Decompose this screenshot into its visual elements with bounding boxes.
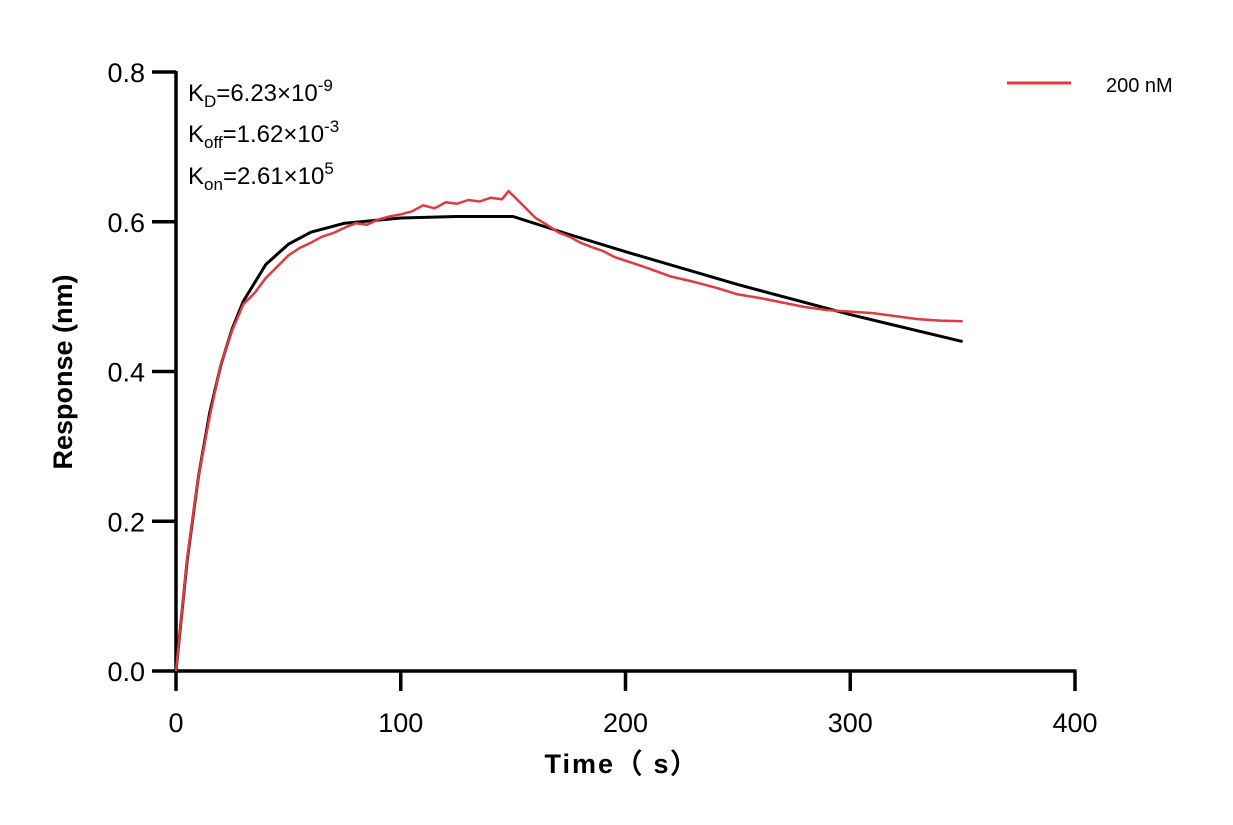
x-tick-label: 200 [603,708,648,738]
y-axis-title: Response (nm) [48,274,78,469]
axes: 0 100 200 300 400 0.0 0.2 0.4 0.6 0.8 [107,58,1097,738]
y-tick-label: 0.6 [107,208,145,238]
x-tick-label: 0 [168,708,183,738]
fit-curve-line [174,215,963,672]
y-tick-label: 0.0 [107,657,145,687]
y-tick-label: 0.4 [107,358,145,388]
y-tick-label: 0.2 [107,507,145,537]
y-tick-label: 0.8 [107,58,145,88]
legend: 200 nM [1007,75,1173,97]
annotation-kd: KD=6.23×10-9 [188,76,333,111]
x-tick-label: 300 [828,708,873,738]
series-200nm-line [174,189,963,672]
x-tick-label: 400 [1052,708,1097,738]
legend-label: 200 nM [1106,75,1173,97]
series-layer [174,189,963,672]
x-tick-label: 100 [378,708,423,738]
annotation-koff: Koff=1.62×10-3 [188,117,340,152]
x-axis-title: Time（ s） [544,749,699,779]
annotation-kon: Kon=2.61×105 [188,159,334,194]
